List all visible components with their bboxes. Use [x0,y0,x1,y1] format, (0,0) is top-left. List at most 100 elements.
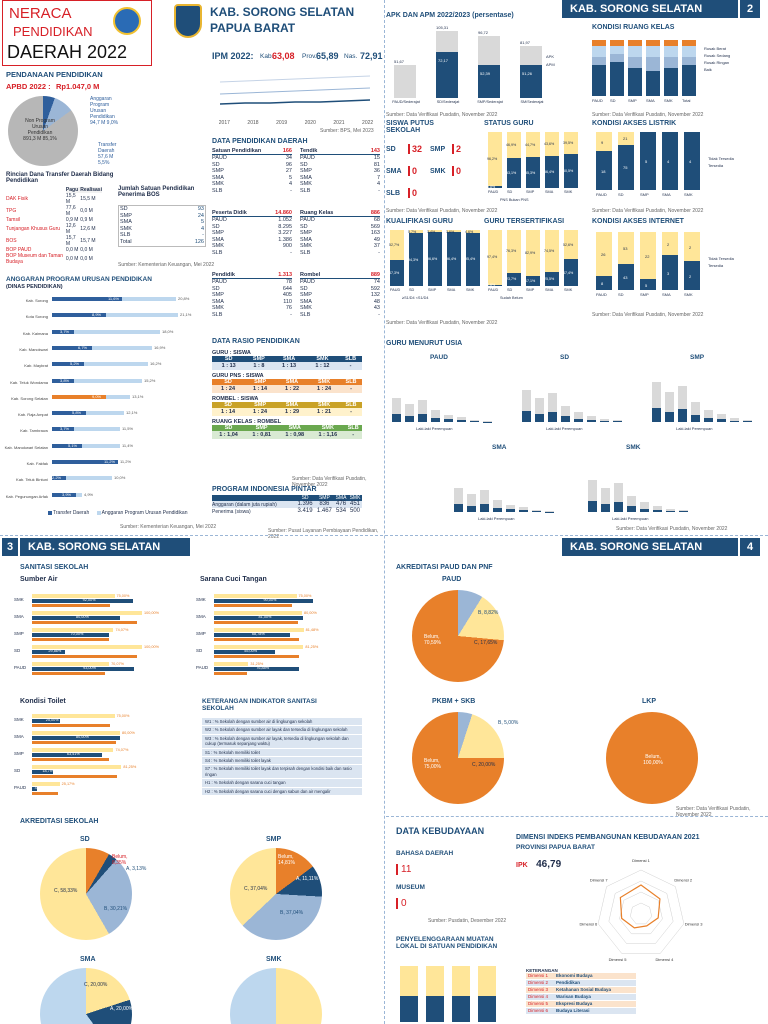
program-row-label: Kab. Teluk Bintuni [16,477,48,483]
program-value-a: 6,7% [78,344,88,350]
count-top [662,232,678,256]
putus-label: SLB [386,190,400,197]
dp-row-label: SMP [300,230,312,236]
san-bar-top [32,782,60,786]
san-bar-bot [32,724,111,727]
stack-top [507,230,521,273]
san-val-a: 76,88% [256,666,270,670]
radar-axis-label: Dimensi 6 [579,922,598,927]
ipm-prov: 65,89 [316,51,339,61]
rasio-value-cell: 1 : 21 [317,409,332,415]
stack-bottom-value: 96,6% [427,256,438,261]
smp-label-b: B, 37,04% [280,910,304,916]
dp-total: 14.860 [275,210,292,216]
apk-bar [394,65,416,98]
count-bottom [684,261,700,290]
stack-cat: PAUD [488,288,499,292]
count-legend: Tersedia [708,163,724,168]
san-val-a: 18,79% [42,769,56,773]
usia-bar-navy [467,505,476,512]
usia-bar-grey [431,410,440,422]
san-val-a: 80,00% [76,735,89,739]
san-val-a: 4,71% [34,786,46,790]
dp-row-value: 900 [282,243,292,249]
radar-grid [597,869,685,954]
program-bar-b [52,427,120,432]
dp-row-value: 5 [288,174,292,181]
rasio-head-cell: SMA [285,402,299,408]
rasio-header: SD SMP SMA SMK SLB [212,425,362,431]
stack-top-value: 43,6% [544,142,555,147]
count-top-value: 26 [601,252,606,258]
ipk-row: IPK 46,79 [516,854,561,872]
stack-cat: SMK [564,288,573,292]
dp-row: PAUD 74 [300,279,380,286]
dp-row-value: 1.386 [278,236,292,243]
ipk-radar-chart: Dimensi 1 Dimensi 2 Dimensi 3 Dimensi 4 Dime… [579,858,703,962]
san-bar-mid [214,599,313,603]
program-bar-a [52,492,76,497]
usia-bar-grey [392,398,401,422]
usia-bar-navy [600,420,609,422]
dp-row: SD 81 [300,162,380,169]
san-bar-bot [214,621,298,624]
usia-bar-navy [613,421,622,422]
san-level: SMP [14,631,24,636]
ruang-seg [610,45,624,54]
dp-row-value: 7 [376,174,380,181]
stack-legend: Sudah Belum [500,296,523,300]
apk-cat: SM/Sederajat [520,100,544,104]
stack-top [390,230,404,260]
pkbm-pie [412,712,504,804]
san-level: SMA [14,614,24,619]
usia-bar-navy [652,408,661,422]
year-0: 2017 [218,120,230,126]
listrik-chart: 9 18 PAUD 21 75 SD 5 SMP 4 SMA 4 SMK Tidak Tersedia T… [592,132,742,204]
stack-top [526,132,540,158]
dp-row-value: 4 [288,181,292,187]
bos-row: SMA 5 [120,219,204,226]
usia-bar-grey [545,510,554,512]
radar-grid [619,891,663,935]
program-row-label: Kab. Sorong [25,298,48,303]
rasio-head-cell: SD [224,425,233,431]
page4-band: KAB. SORONG SELATAN [562,538,738,556]
ipm-year-axis: 2017 2018 2019 2020 2021 2022 [210,120,382,126]
kondisi-ruang-title: KONDISI RUANG KELAS [592,24,675,31]
count-legend: Tersedia [708,263,724,268]
san-bar-top [214,662,249,666]
radar-axis-label: Dimensi 5 [609,957,628,962]
keterangan-list: KETERANGAN Dimensi 1 Ekonomi Budaya Dimensi… [526,968,636,1015]
rasio-head-cell: SMK [317,402,331,408]
pie-label-b: Anggaran Program Urusan Pendidikan 94,7 … [90,96,119,126]
funding-title: PENDANAAN PENDIDIKAN [6,70,103,79]
muatan-bar-bot [452,996,470,1022]
muatan-bar-bot [478,996,496,1022]
usia-title: GURU MENURUT USIA [386,340,463,347]
program-bar-a [52,297,122,301]
program-value-b: 11,2% [120,459,132,465]
ruang-cat: SMA [646,98,655,103]
usia-bar-grey [653,505,662,512]
muatan-bar-top [452,966,470,996]
stack-top [409,230,423,234]
stack-cat: SD [409,288,415,292]
year-4: 2021 [333,120,345,126]
apk-legend-apm: APM [546,62,555,67]
san-bar-mid [32,616,120,620]
usia-bar-grey [665,392,674,422]
page2-num: 2 [740,0,760,18]
dp-row-value: 569 [370,223,380,230]
apm-bar [520,65,542,98]
san-val-a: 63,41% [66,752,80,756]
putus-label: SMK [430,168,446,175]
dp-row-value: 68 [373,217,380,223]
stack-bottom-value: 23,7% [506,277,517,282]
san-bar-top [214,611,302,615]
putus-title: SISWA PUTUS SEKOLAH [386,120,434,134]
ruang-seg [610,62,624,96]
usia-bar-grey [535,398,544,422]
stack-bottom [545,156,559,188]
dp-row-value: 644 [282,285,292,292]
san-bar-bot [32,655,137,658]
